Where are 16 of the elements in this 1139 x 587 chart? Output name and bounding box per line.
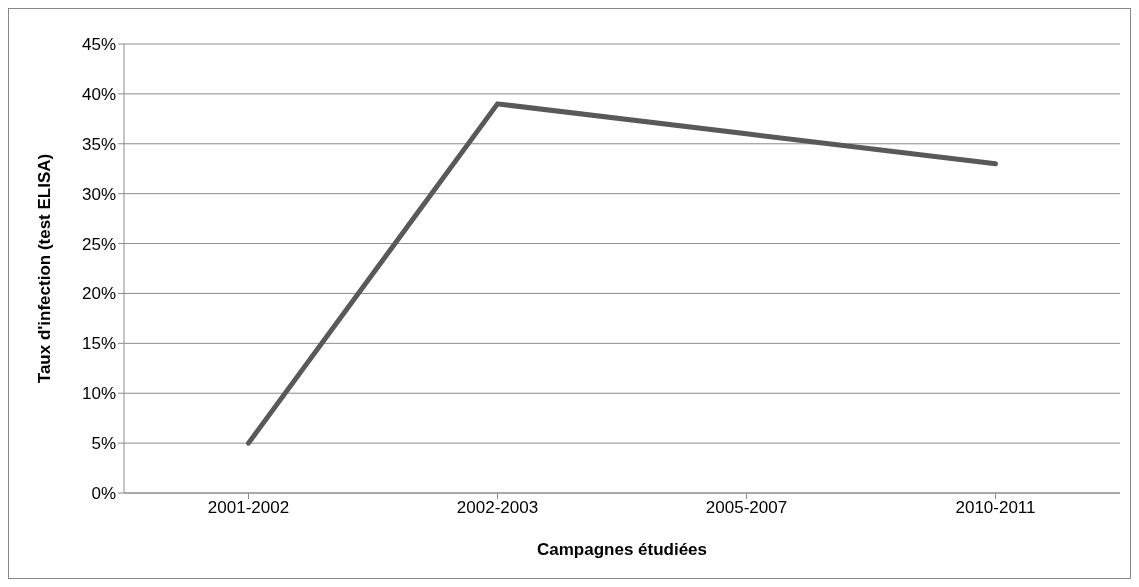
y-tick-label: 25%	[81, 234, 116, 254]
y-tick-label: 5%	[91, 434, 116, 454]
y-tick-label: 30%	[81, 184, 116, 204]
y-tick-label: 35%	[81, 134, 116, 154]
x-tick-label: 2001-2002	[207, 498, 290, 518]
x-axis-title: Campagnes étudiées	[536, 540, 708, 559]
y-tick-label: 0%	[91, 484, 116, 504]
y-tick-label: 40%	[81, 84, 116, 104]
y-tick-label: 45%	[81, 35, 116, 55]
x-tick-label: 2010-2011	[955, 498, 1036, 518]
y-tick-label: 10%	[81, 384, 116, 404]
y-tick-label: 20%	[81, 284, 116, 304]
x-tick-label: 2005-2007	[705, 498, 788, 518]
y-axis-title: Taux d'infection (test ELISA)	[35, 153, 55, 384]
y-tick-label: 15%	[81, 334, 116, 354]
x-tick-label: 2002-2003	[456, 498, 539, 518]
